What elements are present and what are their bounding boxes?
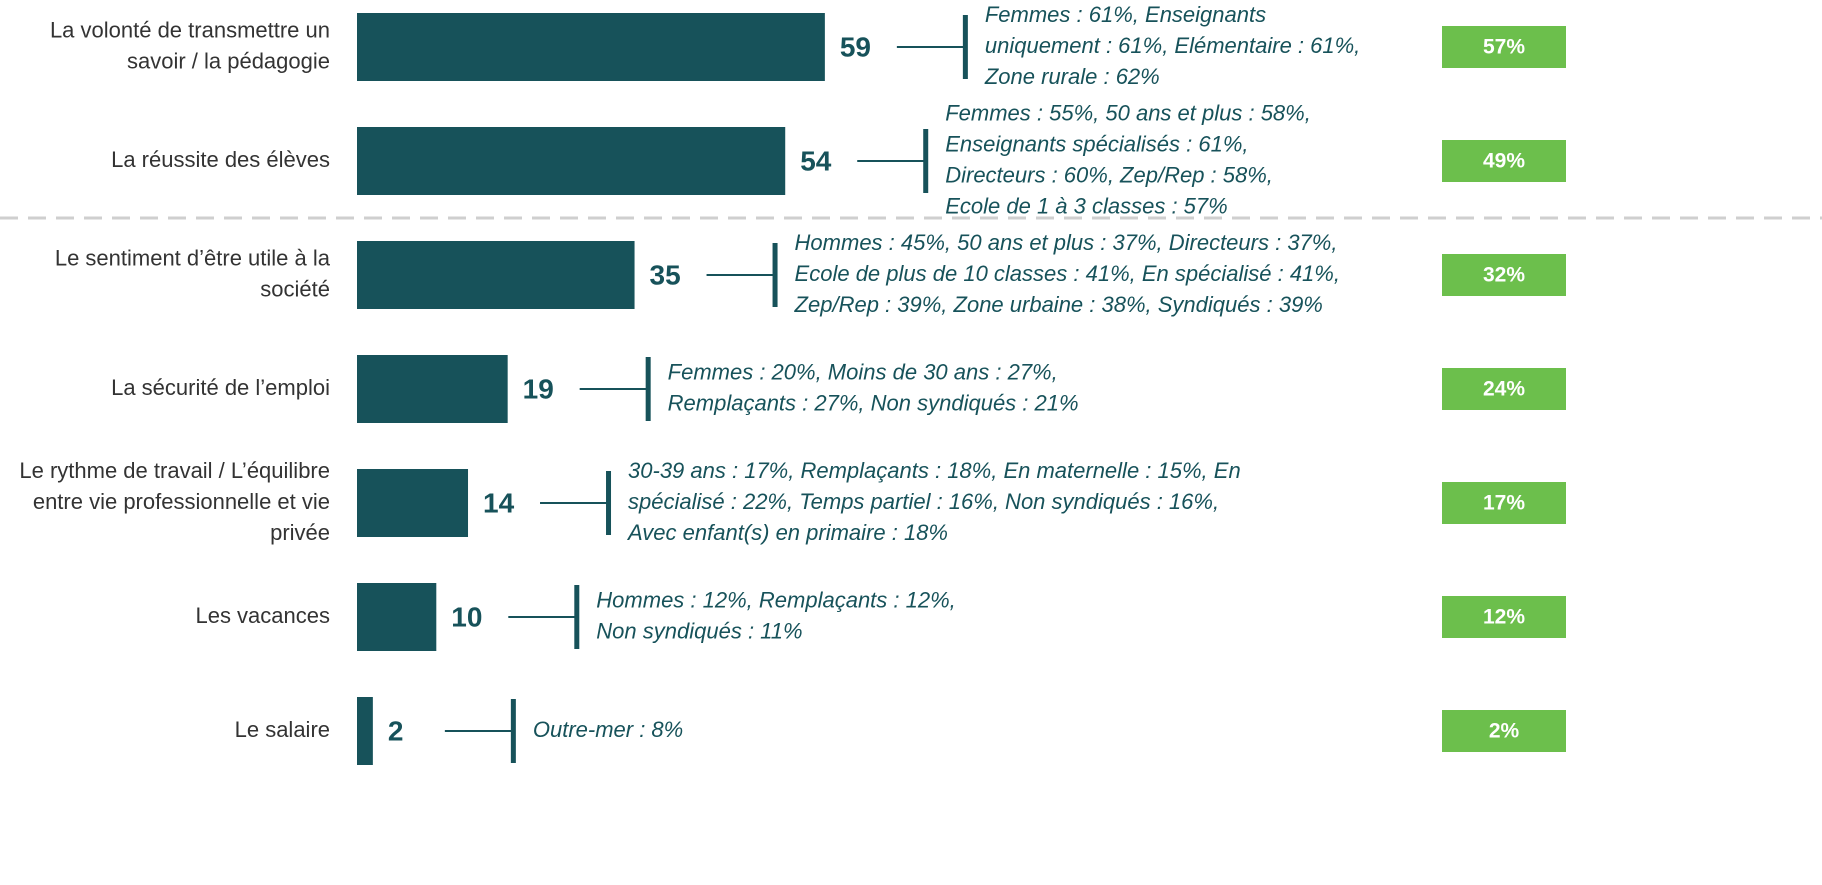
annotation: Hommes : 45%, 50 ans et plus : 37%, Dire… (795, 230, 1338, 255)
annotation: Non syndiqués : 11% (596, 618, 802, 643)
category-label: Le sentiment d’être utile à la (55, 245, 331, 270)
category-label: privée (270, 520, 330, 545)
annotation: Enseignants spécialisés : 61%, (945, 131, 1248, 156)
bar (357, 241, 635, 309)
bracket (606, 471, 612, 535)
comparison-box (1442, 254, 1566, 296)
annotation: Femmes : 20%, Moins de 30 ans : 27%, (668, 359, 1058, 384)
annotation: uniquement : 61%, Elémentaire : 61%, (985, 33, 1360, 58)
bar (357, 127, 786, 195)
annotation: Hommes : 12%, Remplaçants : 12%, (596, 587, 955, 612)
annotation: spécialisé : 22%, Temps partiel : 16%, N… (628, 489, 1219, 514)
value-label: 10 (451, 601, 482, 632)
comparison-label: 2% (1489, 720, 1520, 743)
category-label: Le salaire (235, 717, 330, 742)
comparison-label: 12% (1483, 606, 1525, 629)
bracket (645, 357, 651, 421)
category-label: La réussite des élèves (111, 147, 330, 172)
annotation: Ecole de plus de 10 classes : 41%, En sp… (795, 261, 1340, 286)
category-label: Le rythme de travail / L’équilibre (19, 458, 330, 483)
value-label: 35 (650, 259, 681, 290)
comparison-box (1442, 710, 1566, 752)
comparison-box (1442, 26, 1566, 68)
annotation: Directeurs : 60%, Zep/Rep : 58%, (945, 162, 1273, 187)
category-label: La volonté de transmettre un (50, 17, 330, 42)
comparison-box (1442, 140, 1566, 182)
annotation: 30-39 ans : 17%, Remplaçants : 18%, En m… (628, 458, 1241, 483)
bracket (510, 699, 516, 763)
annotation: Femmes : 61%, Enseignants (985, 2, 1266, 27)
bracket (962, 15, 968, 79)
annotation: Avec enfant(s) en primaire : 18% (626, 520, 948, 545)
comparison-label: 17% (1483, 492, 1525, 515)
bar (357, 13, 825, 81)
value-label: 2 (388, 715, 404, 746)
bar (357, 469, 469, 537)
category-label: Les vacances (195, 603, 330, 628)
bar (357, 697, 373, 765)
comparison-box (1442, 482, 1566, 524)
comparison-label: 24% (1483, 378, 1525, 401)
bracket (923, 129, 929, 193)
category-label: entre vie professionnelle et vie (33, 489, 330, 514)
annotation: Zone rurale : 62% (984, 64, 1160, 89)
value-label: 14 (483, 487, 515, 518)
comparison-label: 49% (1483, 150, 1525, 173)
annotation: Outre-mer : 8% (533, 717, 683, 742)
bracket (772, 243, 778, 307)
value-label: 19 (523, 373, 554, 404)
bar (357, 583, 437, 651)
bar (357, 355, 508, 423)
value-label: 59 (840, 31, 871, 62)
annotation: Zep/Rep : 39%, Zone urbaine : 38%, Syndi… (794, 292, 1323, 317)
category-label: La sécurité de l’emploi (111, 375, 330, 400)
value-label: 54 (800, 145, 832, 176)
category-label: société (260, 276, 330, 301)
annotation: Remplaçants : 27%, Non syndiqués : 21% (668, 390, 1079, 415)
comparison-label: 32% (1483, 264, 1525, 287)
comparison-box (1442, 596, 1566, 638)
bracket (574, 585, 580, 649)
comparison-label: 57% (1483, 36, 1525, 59)
annotation: Femmes : 55%, 50 ans et plus : 58%, (945, 100, 1311, 125)
comparison-box (1442, 368, 1566, 410)
annotation: Ecole de 1 à 3 classes : 57% (945, 193, 1228, 218)
category-label: savoir / la pédagogie (127, 48, 330, 73)
